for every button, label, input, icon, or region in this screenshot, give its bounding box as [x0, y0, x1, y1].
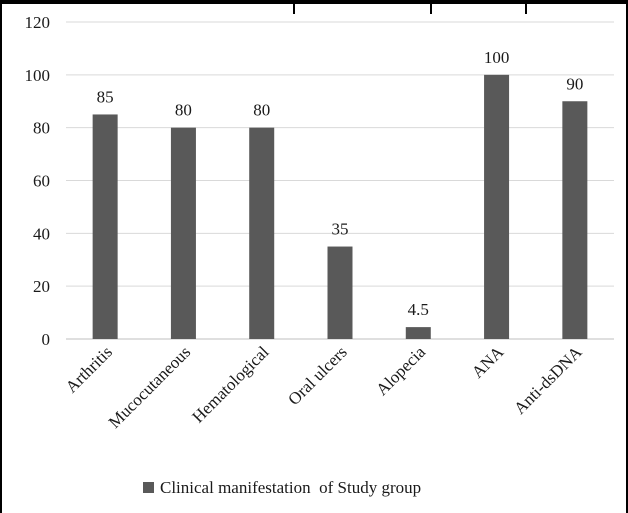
data-label: 100 [484, 48, 510, 67]
y-tick-label: 60 [33, 172, 50, 191]
y-axis-tick-labels: 0 20 40 60 80 100 120 [25, 13, 51, 349]
x-tick-label: Anti-dsDNA [510, 342, 586, 418]
table-border-top [2, 0, 628, 4]
legend: Clinical manifestation of Study group [143, 478, 421, 497]
x-tick-label: Alopecia [372, 342, 429, 399]
data-label: 80 [175, 101, 192, 120]
data-label: 4.5 [408, 300, 429, 319]
data-label: 85 [97, 87, 114, 106]
data-label: 90 [566, 74, 583, 93]
x-tick-label: Oral ulcers [284, 342, 351, 409]
y-tick-label: 0 [42, 330, 51, 349]
y-tick-label: 120 [25, 13, 51, 32]
data-label: 80 [253, 101, 270, 120]
y-tick-label: 40 [33, 224, 50, 243]
data-label: 35 [332, 220, 349, 239]
bar [484, 74, 510, 339]
table-column-divider [430, 0, 432, 14]
x-tick-label: Hematological [188, 342, 272, 426]
data-labels: 85 80 80 35 4.5 100 90 [97, 48, 584, 319]
bars [92, 74, 588, 340]
x-tick-label: Arthritis [62, 342, 116, 396]
x-tick-label: ANA [468, 342, 508, 382]
table-column-divider [293, 0, 295, 14]
bar [405, 327, 431, 339]
y-tick-label: 100 [25, 66, 51, 85]
y-tick-label: 80 [33, 119, 50, 138]
table-column-divider [525, 0, 527, 14]
legend-label: Clinical manifestation of Study group [160, 478, 421, 497]
bar [92, 114, 118, 339]
bar [170, 127, 196, 340]
legend-swatch [143, 482, 154, 493]
y-tick-label: 20 [33, 277, 50, 296]
bar [327, 246, 353, 339]
bar [249, 127, 275, 340]
x-tick-label: Mucocutaneous [105, 342, 195, 432]
bar [562, 101, 588, 339]
